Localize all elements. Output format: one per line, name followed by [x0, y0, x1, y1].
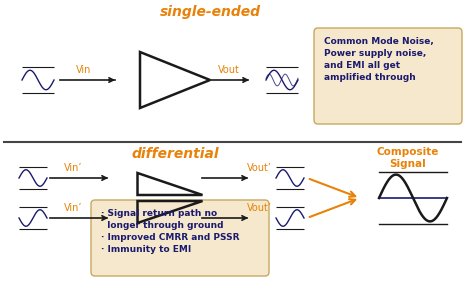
- Text: Vout’: Vout’: [247, 203, 272, 213]
- Text: Vin’: Vin’: [64, 203, 82, 213]
- Text: Vin: Vin: [76, 65, 92, 75]
- Text: Common Mode Noise,
Power supply noise,
and EMI all get
amplified through: Common Mode Noise, Power supply noise, a…: [324, 37, 434, 82]
- Text: · Signal return path no
  longer through ground
· Improved CMRR and PSSR
· Immun: · Signal return path no longer through g…: [101, 209, 239, 254]
- Text: differential: differential: [131, 147, 219, 161]
- Text: Vout’: Vout’: [247, 163, 272, 173]
- Text: single-ended: single-ended: [159, 5, 260, 19]
- FancyBboxPatch shape: [314, 28, 462, 124]
- Text: Vout: Vout: [218, 65, 240, 75]
- Text: Vin’: Vin’: [64, 163, 82, 173]
- Text: Composite
Signal: Composite Signal: [377, 147, 439, 168]
- FancyBboxPatch shape: [91, 200, 269, 276]
